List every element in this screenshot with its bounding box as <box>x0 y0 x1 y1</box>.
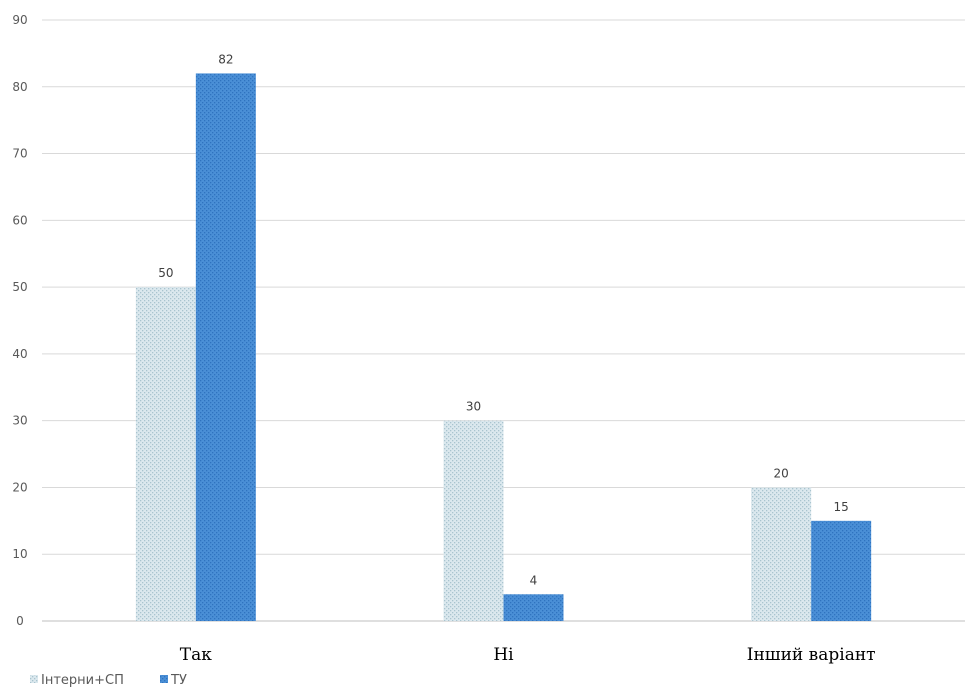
y-tick-label: 30 <box>12 414 27 428</box>
bar-series2-1 <box>503 594 564 621</box>
x-category-label: Так <box>180 645 212 665</box>
x-category-label: Інший варіант <box>747 645 876 665</box>
bar-series1-1 <box>443 420 504 621</box>
data-labels: 50 82 30 4 20 15 <box>158 52 849 587</box>
legend-label: Інтерни+СП <box>41 673 124 688</box>
y-tick-label: 0 <box>16 614 24 628</box>
bars <box>135 73 872 621</box>
y-tick-label: 90 <box>12 13 27 27</box>
x-axis-categories: Так Ні Інший варіант <box>180 645 876 665</box>
y-tick-label: 50 <box>12 280 27 294</box>
y-tick-label: 40 <box>12 347 27 361</box>
y-axis-ticks: 0 10 20 30 40 50 60 70 80 90 <box>12 13 27 628</box>
data-label: 4 <box>530 573 538 587</box>
data-label: 50 <box>158 266 173 280</box>
bar-series1-2 <box>751 487 812 621</box>
legend-swatch <box>30 675 38 683</box>
y-tick-label: 20 <box>12 480 27 494</box>
data-label: 82 <box>218 52 233 66</box>
legend-label: ТУ <box>170 673 187 688</box>
y-tick-label: 10 <box>12 547 27 561</box>
data-label: 30 <box>466 400 481 414</box>
y-tick-label: 60 <box>12 213 27 227</box>
data-label: 15 <box>834 500 849 514</box>
x-category-label: Ні <box>493 645 514 665</box>
legend: Інтерни+СП ТУ <box>30 673 187 688</box>
legend-swatch <box>160 675 168 683</box>
data-label: 20 <box>774 466 789 480</box>
bar-series1-0 <box>135 287 196 621</box>
y-tick-label: 80 <box>12 80 27 94</box>
y-tick-label: 70 <box>12 147 27 161</box>
bar-series2-2 <box>811 520 872 621</box>
bar-series2-0 <box>195 73 256 621</box>
